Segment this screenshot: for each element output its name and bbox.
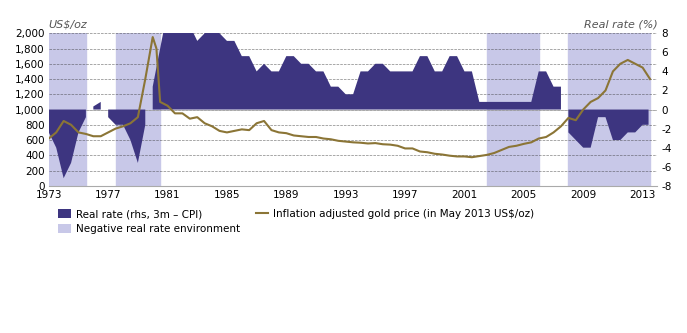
Bar [568, 33, 650, 186]
Bar [49, 33, 86, 186]
Legend: Real rate (rhs, 3m – CPI), Negative real rate environment, Inflation adjusted go: Real rate (rhs, 3m – CPI), Negative real… [54, 205, 539, 238]
Bar [115, 33, 160, 186]
Text: US$/oz: US$/oz [49, 19, 87, 29]
Bar [486, 33, 539, 186]
Text: Real rate (%): Real rate (%) [584, 19, 657, 29]
